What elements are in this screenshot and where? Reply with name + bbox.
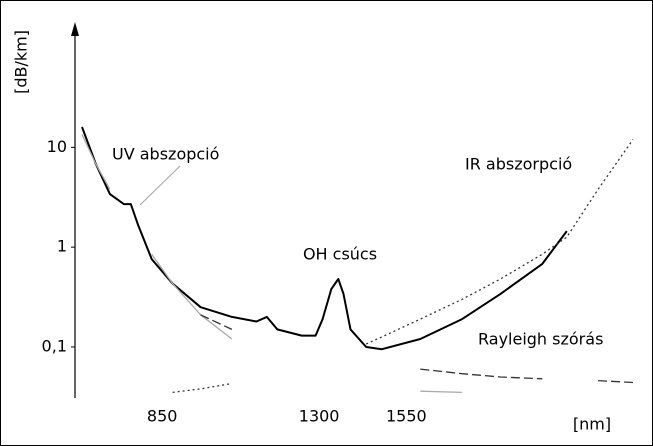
y-axis-arrow: [71, 22, 79, 36]
x-axis-label: [nm]: [573, 415, 611, 434]
x-tick-label: 1300: [299, 407, 340, 426]
series-label: Rayleigh szórás: [478, 330, 603, 349]
x-tick-label: 850: [147, 407, 178, 426]
series-line: [81, 126, 568, 351]
x-tick-label: 1550: [386, 407, 427, 426]
y-tick-label: 10: [47, 137, 67, 156]
series-label: UV abszopció: [112, 145, 219, 164]
annotation: OH csúcs: [303, 245, 377, 264]
y-axis-label: [dB/km]: [12, 30, 31, 94]
leader-line: [139, 165, 181, 206]
series-line: [172, 139, 634, 394]
y-tick-label: 1: [57, 237, 67, 256]
series-line: [200, 314, 634, 384]
series-label: IR abszorpció: [465, 155, 572, 174]
y-tick-label: 0,1: [42, 336, 67, 355]
series-line: [81, 134, 463, 394]
